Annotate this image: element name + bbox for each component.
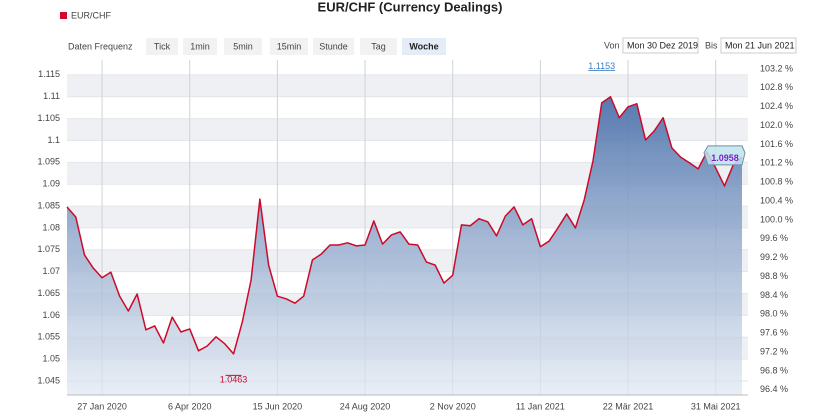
- y-tick-label: 1.115: [38, 69, 60, 79]
- to-input[interactable]: [720, 37, 797, 54]
- to-label: Bis: [705, 40, 718, 50]
- y2-tick-label: 101.6 %: [760, 139, 793, 149]
- button-label[interactable]: 1min: [190, 41, 210, 51]
- y-tick-label: 1.045: [37, 375, 60, 385]
- x-tick-label: 11 Jan 2021: [516, 401, 565, 411]
- y2-tick-label: 102.4 %: [760, 101, 793, 111]
- line: [66, 95, 743, 355]
- button[interactable]: [224, 38, 262, 55]
- y-tick-label: 1.105: [37, 113, 60, 123]
- x-tick-label: 24 Aug 2020: [340, 401, 391, 411]
- y2-tick-label: 98.0 %: [760, 309, 788, 319]
- annotation: 1.1153: [588, 61, 615, 71]
- to-value[interactable]: Mon 21 Jun 2021: [725, 40, 795, 50]
- x-tick-label: 6 Apr 2020: [168, 401, 212, 411]
- y-tick-label: 1.055: [37, 332, 60, 342]
- y2-tick-label: 99.6 %: [760, 233, 788, 243]
- y-tick-label: 1.065: [37, 288, 60, 298]
- y2-tick-label: 103.2 %: [760, 63, 793, 73]
- y2-tick-label: 99.2 %: [760, 252, 788, 262]
- y2-tick-label: 100.4 %: [760, 195, 793, 205]
- button[interactable]: [183, 38, 217, 55]
- legend: EUR/CHF: [60, 10, 112, 20]
- annotation-box: [703, 145, 746, 166]
- y2-tick-label: 96.4 %: [760, 384, 788, 394]
- button-label[interactable]: Woche: [409, 41, 438, 51]
- toolbar-label: Daten Frequenz: [68, 41, 133, 51]
- annotation: 1.0958: [711, 153, 739, 163]
- button-label[interactable]: 15min: [277, 41, 302, 51]
- button[interactable]: [402, 38, 446, 55]
- button[interactable]: [270, 38, 308, 55]
- button-label[interactable]: Stunde: [319, 41, 348, 51]
- grid-band: [67, 162, 748, 185]
- y-tick-label: 1.075: [37, 244, 60, 254]
- button[interactable]: [146, 38, 178, 55]
- legend-label: EUR/CHF: [71, 10, 112, 20]
- button-label[interactable]: Tick: [154, 41, 171, 51]
- y-tick-label: 1.05: [42, 354, 60, 364]
- from-value[interactable]: Mon 30 Dez 2019: [627, 40, 698, 50]
- area: [67, 96, 742, 396]
- x-tick-label: 27 Jan 2020: [77, 401, 127, 411]
- x-tick-label: 2 Nov 2020: [430, 401, 476, 411]
- annotation: 1.0463: [220, 375, 248, 385]
- y2-tick-label: 100.0 %: [760, 214, 793, 224]
- y2-tick-label: 97.2 %: [760, 346, 788, 356]
- from-input[interactable]: [622, 37, 699, 54]
- y-tick-label: 1.07: [42, 266, 60, 276]
- button-label[interactable]: Tag: [371, 41, 386, 51]
- button-label[interactable]: 5min: [233, 41, 253, 51]
- button[interactable]: [360, 38, 397, 55]
- y2-tick-label: 96.8 %: [760, 365, 788, 375]
- legend-swatch: [60, 12, 67, 19]
- y-tick-label: 1.09: [42, 179, 60, 189]
- y2-tick-label: 102.0 %: [760, 120, 793, 130]
- y2-tick-label: 98.4 %: [760, 290, 788, 300]
- y-tick-label: 1.06: [42, 310, 60, 320]
- chart-title: EUR/CHF (Currency Dealings): [318, 0, 503, 14]
- toolbar: Tick 1min 5min 15min Stunde Tag Woche: [146, 38, 446, 55]
- y-tick-label: 1.095: [37, 157, 60, 167]
- y-tick-label: 1.08: [42, 222, 60, 232]
- y2-tick-label: 102.8 %: [760, 82, 793, 92]
- y-tick-label: 1.1: [47, 135, 60, 145]
- y2-tick-label: 101.2 %: [760, 158, 793, 168]
- y-tick-label: 1.11: [43, 91, 60, 101]
- y-tick-label: 1.085: [37, 200, 60, 210]
- from-label: Von: [604, 40, 620, 50]
- y2-tick-label: 97.6 %: [760, 328, 788, 338]
- x-tick-label: 22 Mär 2021: [603, 401, 654, 411]
- x-tick-label: 15 Jun 2020: [253, 401, 303, 411]
- y2-tick-label: 100.8 %: [760, 177, 793, 187]
- grid-band: [67, 118, 748, 141]
- grid-band: [67, 74, 748, 97]
- y2-tick-label: 98.8 %: [760, 271, 788, 281]
- button[interactable]: [313, 38, 354, 55]
- x-tick-label: 31 Mai 2021: [691, 401, 741, 411]
